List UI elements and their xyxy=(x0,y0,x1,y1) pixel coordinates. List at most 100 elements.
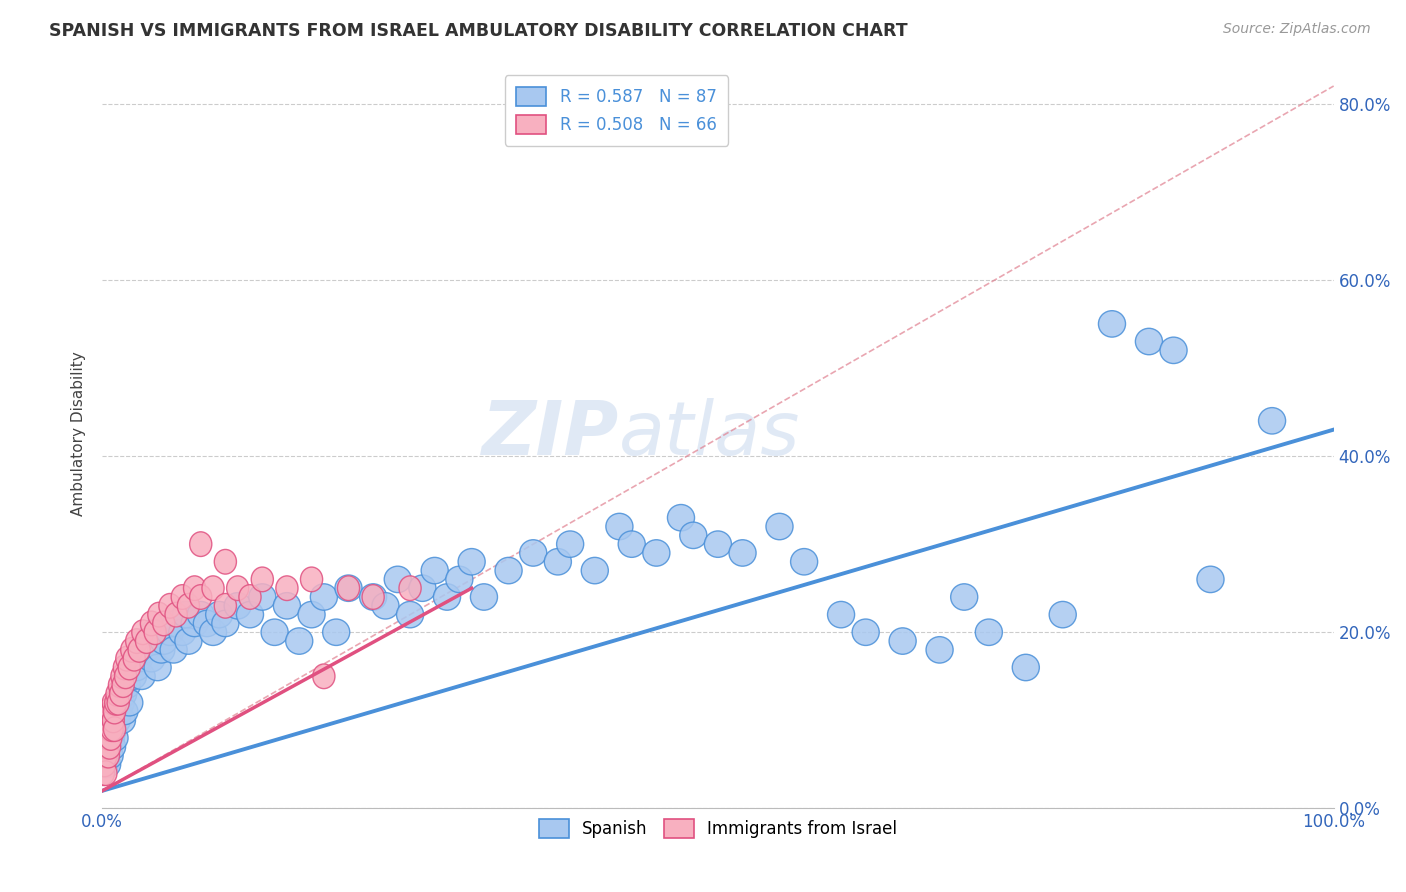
Ellipse shape xyxy=(97,725,120,750)
Ellipse shape xyxy=(190,532,212,557)
Ellipse shape xyxy=(110,681,132,706)
Ellipse shape xyxy=(135,629,157,653)
Ellipse shape xyxy=(132,637,159,663)
Ellipse shape xyxy=(214,549,236,574)
Ellipse shape xyxy=(101,699,124,724)
Ellipse shape xyxy=(108,707,135,733)
Ellipse shape xyxy=(91,751,118,778)
Ellipse shape xyxy=(124,654,150,681)
Ellipse shape xyxy=(262,619,288,646)
Ellipse shape xyxy=(104,698,132,724)
Ellipse shape xyxy=(187,601,214,628)
Ellipse shape xyxy=(97,724,124,751)
Ellipse shape xyxy=(94,708,117,732)
Ellipse shape xyxy=(373,592,399,619)
Ellipse shape xyxy=(165,602,187,627)
Ellipse shape xyxy=(790,549,818,575)
Ellipse shape xyxy=(249,583,276,610)
Ellipse shape xyxy=(679,522,707,549)
Ellipse shape xyxy=(115,690,143,716)
Ellipse shape xyxy=(557,531,583,558)
Ellipse shape xyxy=(252,567,273,591)
Ellipse shape xyxy=(96,717,118,741)
Ellipse shape xyxy=(214,593,236,618)
Text: ZIP: ZIP xyxy=(482,398,620,470)
Ellipse shape xyxy=(276,576,298,600)
Ellipse shape xyxy=(643,540,669,566)
Ellipse shape xyxy=(1098,310,1126,337)
Ellipse shape xyxy=(1049,601,1076,628)
Ellipse shape xyxy=(141,611,163,636)
Ellipse shape xyxy=(950,583,977,610)
Ellipse shape xyxy=(107,690,129,715)
Ellipse shape xyxy=(125,646,153,672)
Ellipse shape xyxy=(153,611,174,636)
Ellipse shape xyxy=(704,531,731,558)
Ellipse shape xyxy=(433,583,461,610)
Ellipse shape xyxy=(97,743,120,768)
Ellipse shape xyxy=(111,664,134,689)
Ellipse shape xyxy=(889,628,917,654)
Ellipse shape xyxy=(159,593,181,618)
Ellipse shape xyxy=(1197,566,1225,592)
Ellipse shape xyxy=(93,743,114,768)
Ellipse shape xyxy=(101,717,124,741)
Ellipse shape xyxy=(94,733,122,760)
Ellipse shape xyxy=(100,708,122,732)
Ellipse shape xyxy=(384,566,412,592)
Ellipse shape xyxy=(322,619,350,646)
Ellipse shape xyxy=(104,707,131,733)
Ellipse shape xyxy=(200,619,226,646)
Ellipse shape xyxy=(311,583,337,610)
Ellipse shape xyxy=(104,717,125,741)
Ellipse shape xyxy=(150,628,177,654)
Ellipse shape xyxy=(101,724,128,751)
Ellipse shape xyxy=(409,575,436,601)
Ellipse shape xyxy=(118,655,141,680)
Ellipse shape xyxy=(96,742,124,769)
Ellipse shape xyxy=(94,752,115,777)
Text: atlas: atlas xyxy=(620,398,801,470)
Ellipse shape xyxy=(226,576,249,600)
Ellipse shape xyxy=(169,619,195,646)
Ellipse shape xyxy=(174,628,202,654)
Ellipse shape xyxy=(105,681,128,706)
Ellipse shape xyxy=(173,601,200,628)
Ellipse shape xyxy=(103,690,124,715)
Ellipse shape xyxy=(581,558,609,583)
Ellipse shape xyxy=(212,610,239,637)
Ellipse shape xyxy=(335,575,361,601)
Ellipse shape xyxy=(107,690,134,716)
Ellipse shape xyxy=(239,584,262,609)
Ellipse shape xyxy=(93,742,120,769)
Ellipse shape xyxy=(141,619,167,646)
Ellipse shape xyxy=(205,601,233,628)
Ellipse shape xyxy=(93,725,114,750)
Ellipse shape xyxy=(128,663,155,690)
Ellipse shape xyxy=(495,558,522,583)
Ellipse shape xyxy=(143,620,166,645)
Ellipse shape xyxy=(828,601,855,628)
Ellipse shape xyxy=(619,531,645,558)
Ellipse shape xyxy=(112,673,134,698)
Ellipse shape xyxy=(94,761,117,786)
Ellipse shape xyxy=(124,647,145,671)
Ellipse shape xyxy=(422,558,449,583)
Y-axis label: Ambulatory Disability: Ambulatory Disability xyxy=(72,351,86,516)
Ellipse shape xyxy=(360,583,387,610)
Ellipse shape xyxy=(98,734,121,759)
Ellipse shape xyxy=(194,610,221,637)
Ellipse shape xyxy=(337,576,360,600)
Ellipse shape xyxy=(668,505,695,531)
Ellipse shape xyxy=(94,725,117,750)
Text: Source: ZipAtlas.com: Source: ZipAtlas.com xyxy=(1223,22,1371,37)
Ellipse shape xyxy=(94,734,115,759)
Ellipse shape xyxy=(120,663,146,690)
Ellipse shape xyxy=(273,592,301,619)
Ellipse shape xyxy=(94,743,117,768)
Ellipse shape xyxy=(728,540,756,566)
Ellipse shape xyxy=(114,664,136,689)
Ellipse shape xyxy=(184,576,205,600)
Ellipse shape xyxy=(114,655,135,680)
Ellipse shape xyxy=(156,619,184,646)
